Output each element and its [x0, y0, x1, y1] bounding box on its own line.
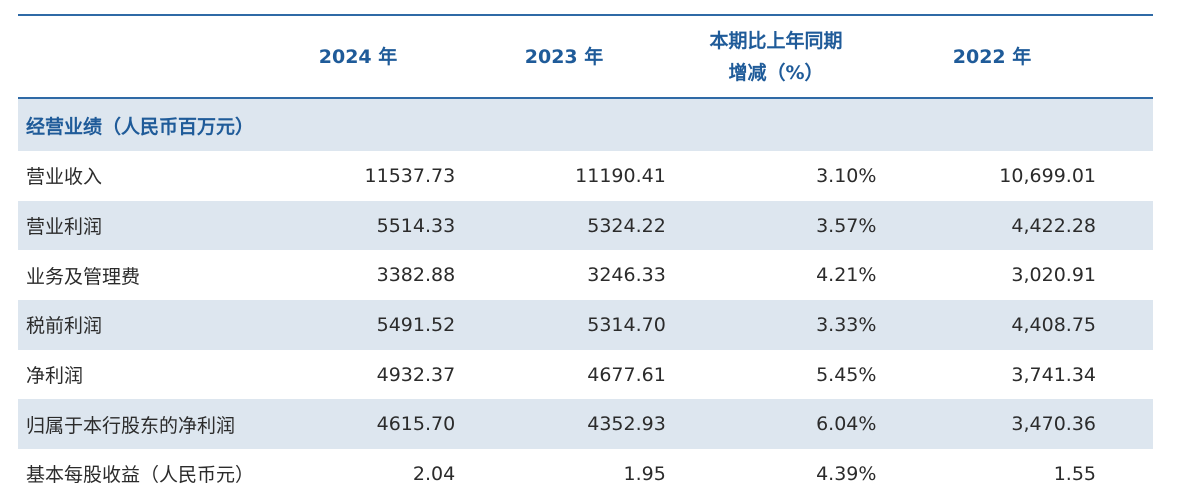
value-2023: 3246.33: [587, 264, 666, 287]
value-2024: 5514.33: [376, 214, 456, 237]
value-change: 4.21%: [816, 264, 877, 287]
row-label: 业务及管理费: [26, 265, 141, 288]
value-2024: 11537.73: [364, 164, 456, 187]
value-2024: 4615.70: [376, 413, 456, 436]
value-2022: 10,699.01: [999, 164, 1096, 187]
value-change: 3.33%: [816, 313, 877, 336]
financial-table: 2024 年 2023 年 本期比上年同期 增减（%） 2022 年 经营业绩（…: [18, 14, 1153, 499]
table-row: 营业利润 5514.33 5324.22 3.57% 4,422.28: [18, 200, 1153, 251]
value-change: 3.57%: [816, 214, 877, 237]
value-2023: 4677.61: [587, 363, 666, 386]
table-header: 2024 年 2023 年 本期比上年同期 增减（%） 2022 年: [18, 16, 1153, 99]
value-2023: 5314.70: [587, 313, 666, 336]
value-change: 4.39%: [816, 462, 877, 485]
row-label: 归属于本行股东的净利润: [26, 414, 236, 437]
table-row: 归属于本行股东的净利润 4615.70 4352.93 6.04% 3,470.…: [18, 399, 1153, 450]
row-label: 营业收入: [26, 166, 103, 189]
value-2023: 11190.41: [575, 164, 666, 187]
header-2022: 2022 年: [952, 45, 1032, 68]
value-2023: 4352.93: [587, 413, 666, 436]
value-2022: 4,422.28: [1011, 214, 1096, 237]
value-2022: 3,020.91: [1011, 264, 1096, 287]
value-2023: 1.95: [623, 462, 666, 485]
table-row: 业务及管理费 3382.88 3246.33 4.21% 3,020.91: [18, 250, 1153, 300]
top-rule: [18, 14, 1153, 16]
table-row: 营业收入 11537.73 11190.41 3.10% 10,699.01: [18, 151, 1153, 201]
value-2024: 2.04: [412, 462, 456, 485]
row-label: 净利润: [26, 365, 84, 388]
section-title: 经营业绩（人民币百万元）: [18, 99, 1153, 151]
header-change-line2: 增减（%）: [728, 61, 824, 84]
value-2022: 3,470.36: [1011, 413, 1096, 436]
value-change: 5.45%: [816, 363, 877, 386]
value-change: 3.10%: [816, 164, 877, 187]
value-2024: 4932.37: [376, 363, 456, 386]
value-2024: 5491.52: [376, 313, 456, 336]
value-2022: 3,741.34: [1011, 363, 1096, 386]
row-label: 基本每股收益（人民币元）: [26, 464, 255, 487]
header-change-line1: 本期比上年同期: [709, 29, 843, 52]
table-row: 净利润 4932.37 4677.61 5.45% 3,741.34: [18, 350, 1153, 400]
header-2023: 2023 年: [524, 45, 604, 68]
value-change: 6.04%: [816, 413, 877, 436]
row-label: 税前利润: [26, 315, 103, 338]
value-2022: 1.55: [1053, 462, 1096, 485]
value-2023: 5324.22: [587, 214, 666, 237]
value-2022: 4,408.75: [1011, 313, 1096, 336]
value-2024: 3382.88: [376, 264, 456, 287]
header-2024: 2024 年: [318, 45, 398, 68]
table-row: 基本每股收益（人民币元） 2.04 1.95 4.39% 1.55: [18, 449, 1153, 499]
header-change: 本期比上年同期 增减（%）: [670, 25, 882, 89]
table-row: 税前利润 5491.52 5314.70 3.33% 4,408.75: [18, 300, 1153, 350]
row-label: 营业利润: [26, 216, 103, 239]
